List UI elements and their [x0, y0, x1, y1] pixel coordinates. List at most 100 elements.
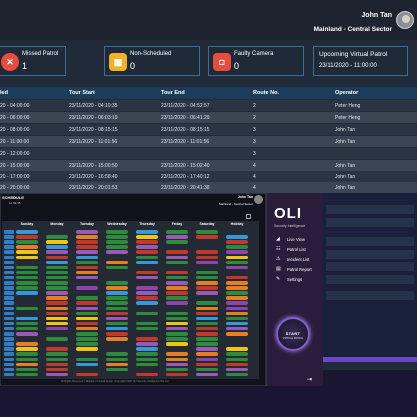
schedule-shift-block[interactable]	[16, 306, 38, 310]
schedule-shift-block[interactable]	[46, 250, 68, 254]
schedule-shift-block[interactable]	[226, 250, 248, 254]
schedule-shift-block[interactable]	[136, 347, 158, 351]
schedule-shift-block[interactable]	[226, 367, 248, 372]
schedule-shift-block[interactable]	[76, 265, 98, 270]
schedule-shift-block[interactable]	[46, 352, 68, 356]
schedule-shift-block[interactable]	[136, 250, 158, 254]
schedule-shift-block[interactable]	[166, 230, 188, 234]
schedule-shift-block[interactable]	[16, 270, 38, 275]
schedule-shift-block[interactable]	[76, 286, 98, 290]
upcoming-virtual-patrol-card[interactable]: Upcoming Virtual Patrol 23/11/2020 - 11:…	[313, 46, 408, 76]
schedule-shift-block[interactable]	[196, 286, 218, 290]
schedule-shift-block[interactable]	[106, 281, 128, 285]
schedule-shift-block[interactable]	[46, 286, 68, 290]
schedule-shift-block[interactable]	[106, 245, 128, 249]
schedule-shift-block[interactable]	[76, 326, 98, 331]
schedule-shift-block[interactable]	[166, 275, 188, 280]
schedule-shift-block[interactable]	[136, 357, 158, 361]
schedule-shift-block[interactable]	[76, 321, 98, 326]
schedule-shift-block[interactable]	[196, 316, 218, 321]
schedule-shift-block[interactable]	[166, 357, 188, 361]
schedule-shift-block[interactable]	[76, 255, 98, 259]
schedule-shift-block[interactable]	[226, 245, 248, 249]
schedule-shift-block[interactable]	[76, 250, 98, 254]
schedule-shift-block[interactable]	[196, 260, 218, 265]
schedule-shift-block[interactable]	[106, 306, 128, 310]
table-row[interactable]: 20 - 11:00:00 23/11/2020 - 11:01:56 23/1…	[0, 136, 417, 147]
schedule-shift-block[interactable]	[76, 337, 98, 341]
schedule-shift-block[interactable]	[166, 362, 188, 367]
schedule-shift-block[interactable]	[16, 326, 38, 331]
table-row[interactable]: 20 - 04:00:00 23/11/2020 - 04:10:35 23/1…	[0, 100, 417, 111]
schedule-shift-block[interactable]	[16, 265, 38, 270]
schedule-shift-block[interactable]	[196, 255, 218, 259]
avatar[interactable]	[254, 195, 263, 204]
schedule-shift-block[interactable]	[16, 342, 38, 346]
schedule-shift-block[interactable]	[196, 352, 218, 356]
schedule-shift-block[interactable]	[196, 306, 218, 310]
schedule-shift-block[interactable]	[76, 342, 98, 346]
schedule-shift-block[interactable]	[106, 316, 128, 321]
schedule-shift-block[interactable]	[106, 332, 128, 336]
schedule-shift-block[interactable]	[46, 260, 68, 265]
sidebar-item-patrol-list[interactable]: ☷ Patrol List	[276, 246, 306, 252]
schedule-shift-block[interactable]	[196, 235, 218, 239]
schedule-shift-block[interactable]	[76, 362, 98, 367]
schedule-shift-block[interactable]	[226, 281, 248, 285]
schedule-shift-block[interactable]	[166, 332, 188, 336]
schedule-shift-block[interactable]	[16, 352, 38, 356]
non-scheduled-card[interactable]: ▦ Non-Scheduled 0	[104, 46, 200, 76]
schedule-shift-block[interactable]	[136, 291, 158, 295]
schedule-shift-block[interactable]	[16, 291, 38, 295]
schedule-shift-block[interactable]	[46, 245, 68, 249]
table-row[interactable]: 20 - 15:00:00 23/11/2020 - 15:00:50 23/1…	[0, 160, 417, 171]
schedule-shift-block[interactable]	[136, 286, 158, 290]
schedule-shift-block[interactable]	[166, 311, 188, 316]
schedule-shift-block[interactable]	[106, 250, 128, 254]
schedule-shift-block[interactable]	[106, 362, 128, 367]
schedule-shift-block[interactable]	[136, 321, 158, 326]
schedule-shift-block[interactable]	[166, 260, 188, 265]
schedule-shift-block[interactable]	[106, 296, 128, 300]
schedule-shift-block[interactable]	[196, 301, 218, 305]
schedule-shift-block[interactable]	[46, 296, 68, 300]
schedule-shift-block[interactable]	[46, 357, 68, 361]
schedule-shift-block[interactable]	[166, 316, 188, 321]
schedule-shift-block[interactable]	[136, 301, 158, 305]
schedule-shift-block[interactable]	[226, 275, 248, 280]
schedule-shift-block[interactable]	[166, 296, 188, 300]
schedule-shift-block[interactable]	[136, 326, 158, 331]
schedule-shift-block[interactable]	[106, 301, 128, 305]
schedule-shift-block[interactable]	[226, 357, 248, 361]
schedule-shift-block[interactable]	[196, 372, 218, 377]
schedule-shift-block[interactable]	[16, 250, 38, 254]
schedule-shift-block[interactable]	[106, 265, 128, 270]
table-row[interactable]: 20 - 08:00:00 23/11/2020 - 08:15:15 23/1…	[0, 124, 417, 135]
schedule-shift-block[interactable]	[226, 235, 248, 239]
schedule-shift-block[interactable]	[166, 286, 188, 290]
schedule-shift-block[interactable]	[46, 321, 68, 326]
schedule-shift-block[interactable]	[106, 230, 128, 234]
schedule-shift-block[interactable]	[46, 337, 68, 341]
schedule-shift-block[interactable]	[76, 296, 98, 300]
schedule-shift-block[interactable]	[16, 275, 38, 280]
schedule-shift-block[interactable]	[136, 372, 158, 377]
schedule-shift-block[interactable]	[166, 270, 188, 275]
schedule-shift-block[interactable]	[16, 347, 38, 351]
schedule-shift-block[interactable]	[46, 326, 68, 331]
schedule-shift-block[interactable]	[106, 240, 128, 244]
table-row[interactable]: 20 - 20:00:00 23/11/2020 - 20:01:53 23/1…	[0, 182, 417, 192]
schedule-shift-block[interactable]	[226, 286, 248, 290]
schedule-shift-block[interactable]	[136, 352, 158, 356]
schedule-shift-block[interactable]	[166, 337, 188, 341]
sidebar-item-live-view[interactable]: ◢ Live View	[276, 236, 305, 242]
table-row[interactable]: 20 - 12:00:00 3	[0, 148, 417, 159]
schedule-shift-block[interactable]	[76, 235, 98, 239]
schedule-shift-block[interactable]	[46, 367, 68, 372]
schedule-shift-block[interactable]	[196, 362, 218, 367]
schedule-shift-block[interactable]	[196, 311, 218, 316]
faulty-camera-card[interactable]: ◘ Faulty Camera 0	[208, 46, 304, 76]
schedule-shift-block[interactable]	[226, 372, 248, 377]
avatar[interactable]	[396, 11, 414, 29]
schedule-shift-block[interactable]	[136, 311, 158, 316]
